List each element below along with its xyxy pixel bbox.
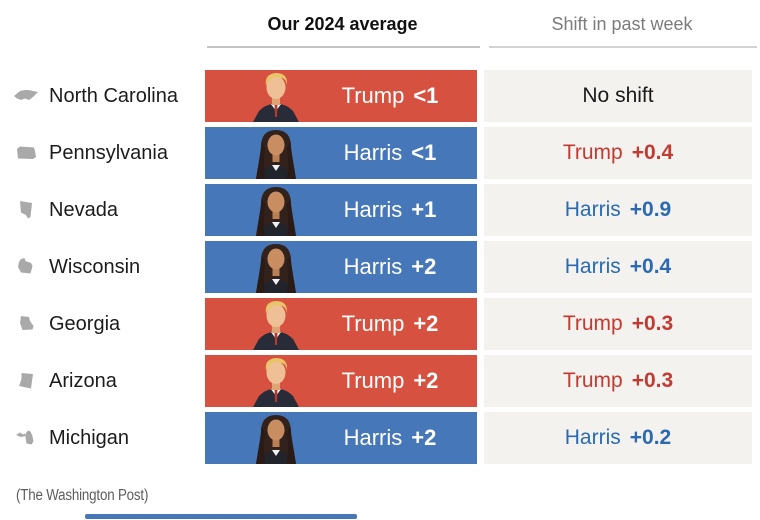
state-label: Arizona	[0, 355, 205, 407]
candidate-portrait	[243, 184, 309, 236]
candidate-portrait	[243, 127, 309, 179]
average-bar: Harris <1	[205, 127, 477, 179]
average-candidate: Harris	[343, 254, 403, 279]
table-row: North Carolina Trump <1 No shift	[0, 70, 760, 122]
shift-value: +0.3	[631, 312, 674, 335]
candidate-portrait	[243, 70, 309, 122]
header-underline-shift	[489, 46, 757, 48]
state-icon-wisconsin	[13, 256, 39, 278]
shift-candidate: Trump	[562, 312, 623, 335]
header-underline-average	[207, 46, 480, 48]
average-value: +2	[413, 311, 439, 336]
shift-cell: No shift	[484, 70, 752, 122]
shift-cell: Harris +0.2	[484, 412, 752, 464]
shift-value: +0.9	[629, 198, 672, 221]
column-header-shift: Shift in past week	[551, 14, 693, 34]
state-icon-michigan	[13, 427, 39, 449]
state-icon-arizona	[13, 370, 39, 392]
average-bar: Harris +2	[205, 241, 477, 293]
table-row: Wisconsin Harris +2 Harris +0.4	[0, 241, 760, 293]
table-row: Pennsylvania Harris <1 Trump +0.4	[0, 127, 760, 179]
average-value: +2	[413, 368, 439, 393]
average-value: <1	[413, 83, 439, 108]
state-icon-pennsylvania	[13, 142, 39, 164]
average-candidate: Harris	[343, 140, 403, 165]
table-body: North Carolina Trump <1 No shift	[0, 70, 760, 469]
shift-cell: Harris +0.4	[484, 241, 752, 293]
average-value: <1	[411, 140, 437, 165]
average-bar: Trump <1	[205, 70, 477, 122]
shift-candidate: Harris	[564, 255, 621, 278]
state-label: Pennsylvania	[0, 127, 205, 179]
state-icon-north-carolina	[13, 85, 39, 107]
state-icon-nevada	[13, 199, 39, 221]
state-name: Nevada	[49, 198, 118, 221]
state-label: Georgia	[0, 298, 205, 350]
average-bar: Harris +1	[205, 184, 477, 236]
average-candidate: Trump	[341, 311, 405, 336]
state-label: North Carolina	[0, 70, 205, 122]
average-value: +2	[411, 254, 437, 279]
shift-value: +0.4	[631, 141, 674, 164]
state-label: Michigan	[0, 412, 205, 464]
average-text: Trump <1	[309, 70, 471, 122]
candidate-portrait	[243, 298, 309, 350]
average-value: +2	[411, 425, 437, 450]
average-text: Trump +2	[309, 355, 471, 407]
source-credit: (The Washington Post)	[16, 487, 149, 504]
candidate-portrait	[243, 241, 309, 293]
shift-value: +0.2	[629, 426, 672, 449]
average-bar: Harris +2	[205, 412, 477, 464]
state-icon-georgia	[13, 313, 39, 335]
average-candidate: Harris	[343, 197, 403, 222]
table-row: Georgia Trump +2 Trump +0.3	[0, 298, 760, 350]
average-bar: Trump +2	[205, 355, 477, 407]
average-candidate: Harris	[343, 425, 403, 450]
shift-candidate: Trump	[562, 141, 623, 164]
shift-value: +0.4	[629, 255, 672, 278]
average-candidate: Trump	[341, 83, 405, 108]
average-value: +1	[411, 197, 437, 222]
state-name: North Carolina	[49, 84, 178, 107]
column-header-average: Our 2024 average	[267, 14, 418, 34]
state-name: Pennsylvania	[49, 141, 168, 164]
shift-cell: Trump +0.3	[484, 355, 752, 407]
state-label: Wisconsin	[0, 241, 205, 293]
average-text: Harris +2	[309, 412, 471, 464]
video-progress-bar[interactable]	[85, 514, 357, 519]
average-candidate: Trump	[341, 368, 405, 393]
average-text: Trump +2	[309, 298, 471, 350]
average-text: Harris +2	[309, 241, 471, 293]
average-bar: Trump +2	[205, 298, 477, 350]
candidate-portrait	[243, 355, 309, 407]
state-name: Michigan	[49, 426, 130, 449]
shift-candidate: Harris	[564, 198, 621, 221]
shift-candidate: Trump	[562, 369, 623, 392]
shift-candidate: Harris	[564, 426, 621, 449]
shift-cell: Harris +0.9	[484, 184, 752, 236]
table-row: Michigan Harris +2 Harris +0.2	[0, 412, 760, 464]
shift-cell: Trump +0.4	[484, 127, 752, 179]
shift-cell: Trump +0.3	[484, 298, 752, 350]
state-label: Nevada	[0, 184, 205, 236]
average-text: Harris +1	[309, 184, 471, 236]
candidate-portrait	[243, 412, 309, 464]
state-name: Georgia	[49, 312, 121, 335]
shift-candidate: No shift	[582, 84, 654, 107]
table-row: Arizona Trump +2 Trump +0.3	[0, 355, 760, 407]
shift-value: +0.3	[631, 369, 674, 392]
state-name: Wisconsin	[49, 255, 141, 278]
table-row: Nevada Harris +1 Harris +0.9	[0, 184, 760, 236]
state-name: Arizona	[49, 369, 117, 392]
average-text: Harris <1	[309, 127, 471, 179]
